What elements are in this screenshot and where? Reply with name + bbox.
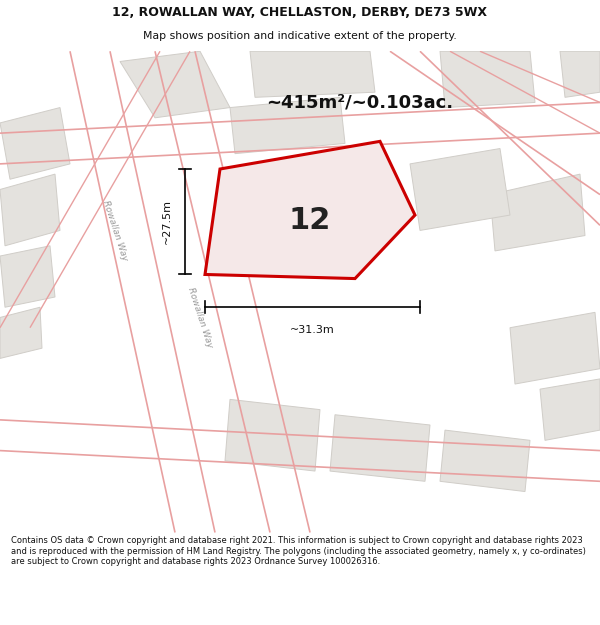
Polygon shape <box>225 399 320 471</box>
Polygon shape <box>0 246 55 308</box>
Polygon shape <box>330 415 430 481</box>
Polygon shape <box>205 141 415 279</box>
Polygon shape <box>440 51 535 107</box>
Polygon shape <box>540 379 600 441</box>
Text: ~415m²/~0.103ac.: ~415m²/~0.103ac. <box>266 94 454 111</box>
Polygon shape <box>510 312 600 384</box>
Polygon shape <box>250 51 375 98</box>
Text: Rowallan Way: Rowallan Way <box>186 286 214 349</box>
Polygon shape <box>0 308 42 358</box>
Polygon shape <box>0 107 70 179</box>
Text: Contains OS data © Crown copyright and database right 2021. This information is : Contains OS data © Crown copyright and d… <box>11 536 586 566</box>
Text: 12, ROWALLAN WAY, CHELLASTON, DERBY, DE73 5WX: 12, ROWALLAN WAY, CHELLASTON, DERBY, DE7… <box>113 6 487 19</box>
Polygon shape <box>120 51 230 118</box>
Polygon shape <box>560 51 600 98</box>
Polygon shape <box>0 174 60 246</box>
Text: 12: 12 <box>289 206 331 235</box>
Polygon shape <box>230 98 345 154</box>
Text: Map shows position and indicative extent of the property.: Map shows position and indicative extent… <box>143 31 457 41</box>
Text: Rowallan Way: Rowallan Way <box>101 199 129 262</box>
Polygon shape <box>440 430 530 491</box>
Text: ~31.3m: ~31.3m <box>290 325 335 335</box>
Text: ~27.5m: ~27.5m <box>162 199 172 244</box>
Polygon shape <box>490 174 585 251</box>
Polygon shape <box>410 149 510 231</box>
